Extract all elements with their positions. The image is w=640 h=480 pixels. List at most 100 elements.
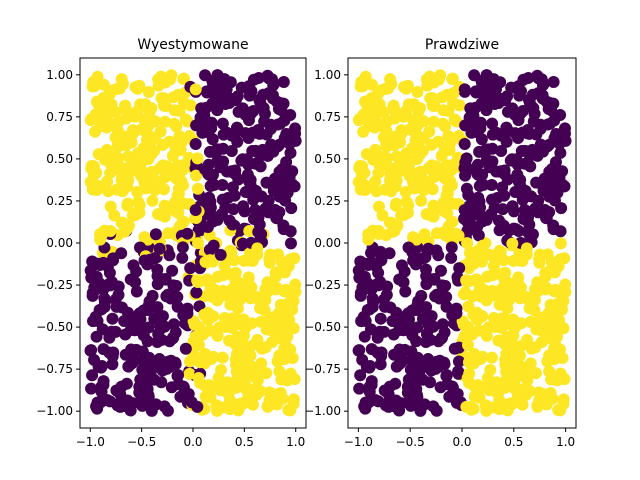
chart-panel-2: Prawdziwe −1.0 −0.5 0.0 0.5 1.0 −1.00 −0.75 −0.5… (304, 37, 577, 449)
scatter-point (231, 135, 244, 148)
chart-title: Wyestymowane (137, 37, 248, 53)
scatter-point (287, 393, 300, 406)
scatter-point (400, 82, 413, 95)
scatter-point (548, 133, 561, 146)
scatter-point (190, 169, 203, 182)
scatter-point (540, 212, 553, 225)
y-tick-label: 0.75 (314, 110, 341, 124)
scatter-point (168, 117, 181, 130)
scatter-point (486, 117, 499, 130)
scatter-point (89, 310, 102, 323)
scatter-point (458, 138, 471, 151)
scatter-point (505, 81, 518, 94)
y-tick-label: 0.00 (46, 236, 73, 250)
scatter-point (127, 259, 140, 272)
scatter-point (352, 114, 365, 127)
scatter-point (154, 310, 167, 323)
scatter-point (133, 386, 146, 399)
scatter-point (445, 251, 458, 264)
scatter-point (121, 394, 134, 407)
scatter-point (273, 365, 286, 378)
scatter-point (232, 124, 245, 137)
scatter-point (190, 286, 203, 299)
scatter-point (132, 195, 145, 208)
scatter-point (463, 275, 476, 288)
scatter-point (113, 82, 126, 95)
y-tick-label: −1.00 (36, 404, 73, 418)
scatter-point (284, 237, 297, 250)
scatter-point (287, 322, 300, 335)
scatter-point (159, 204, 172, 217)
scatter-point (516, 370, 529, 383)
scatter-point (512, 271, 525, 284)
scatter-point (171, 300, 184, 313)
scatter-point (161, 160, 174, 173)
y-tick-label: 0.50 (46, 152, 73, 166)
scatter-point (204, 201, 217, 214)
scatter-point (405, 345, 418, 358)
scatter-point (524, 160, 537, 173)
scatter-point (514, 281, 527, 294)
scatter-point (523, 385, 536, 398)
scatter-point (232, 318, 245, 331)
scatter-point (551, 298, 564, 311)
scatter-point (432, 249, 445, 262)
x-tick-label: 0.5 (235, 435, 254, 449)
scatter-point (194, 275, 207, 288)
scatter-point (435, 332, 448, 345)
scatter-point (224, 76, 237, 89)
scatter-point (191, 182, 204, 195)
scatter-point (279, 133, 292, 146)
scatter-point (170, 279, 183, 292)
scatter-point (127, 162, 140, 175)
scatter-point (252, 225, 265, 238)
scatter-point (115, 216, 128, 229)
scatter-point (277, 219, 290, 232)
scatter-point (399, 285, 412, 298)
y-tick-label: −0.75 (36, 362, 73, 376)
x-tick-label: 0.5 (504, 435, 523, 449)
scatter-point (534, 324, 547, 337)
scatter-point (558, 122, 571, 135)
scatter-point (549, 110, 562, 123)
scatter-point (189, 138, 202, 151)
scatter-point (204, 254, 217, 267)
scatter-point (502, 124, 515, 137)
scatter-point (106, 358, 119, 371)
scatter-point (440, 369, 453, 382)
scatter-point (106, 312, 119, 325)
scatter-point (418, 360, 431, 373)
scatter-point (554, 404, 567, 417)
scatter-point (120, 377, 133, 390)
scatter-point (107, 119, 120, 132)
scatter-point (289, 122, 302, 135)
scatter-point (461, 237, 474, 250)
scatter-point (559, 278, 572, 291)
scatter-point (473, 180, 486, 192)
scatter-point (498, 189, 511, 202)
scatter-point (237, 329, 250, 342)
scatter-point (86, 80, 99, 93)
scatter-point (274, 308, 287, 321)
scatter-point (131, 82, 144, 95)
y-tick-label: 0.50 (314, 152, 341, 166)
scatter-point (284, 404, 297, 417)
scatter-point (259, 341, 272, 354)
scatter-point (370, 260, 383, 273)
y-tick-label: −0.75 (304, 362, 341, 376)
scatter-point (238, 361, 251, 374)
scatter-point (278, 285, 291, 298)
x-tick-label: 1.0 (286, 435, 305, 449)
scatter-point (393, 273, 406, 286)
scatter-point (504, 154, 517, 167)
scatter-point (102, 185, 115, 198)
scatter-point (377, 106, 390, 119)
scatter-point (547, 75, 560, 88)
scatter-point (115, 73, 128, 86)
scatter-point (438, 205, 451, 218)
scatter-point (189, 330, 202, 343)
scatter-point (486, 155, 499, 168)
scatter-point (425, 138, 438, 151)
scatter-point (460, 182, 473, 195)
scatter-point (177, 158, 190, 171)
